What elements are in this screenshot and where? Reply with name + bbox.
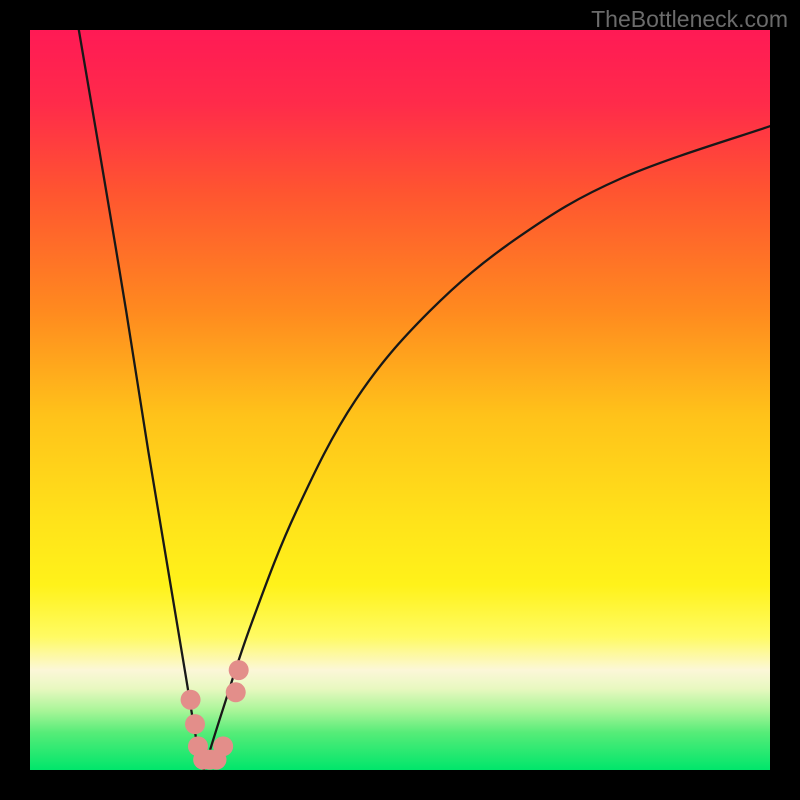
bottleneck-curve-left	[79, 30, 204, 770]
marker-group	[181, 660, 249, 770]
marker-point	[213, 736, 233, 756]
marker-point	[185, 714, 205, 734]
marker-point	[226, 682, 246, 702]
curve-layer	[30, 30, 770, 770]
bottleneck-curve-right	[204, 126, 770, 770]
plot-area	[30, 30, 770, 770]
marker-point	[181, 690, 201, 710]
watermark-text: TheBottleneck.com	[591, 6, 788, 33]
marker-point	[229, 660, 249, 680]
